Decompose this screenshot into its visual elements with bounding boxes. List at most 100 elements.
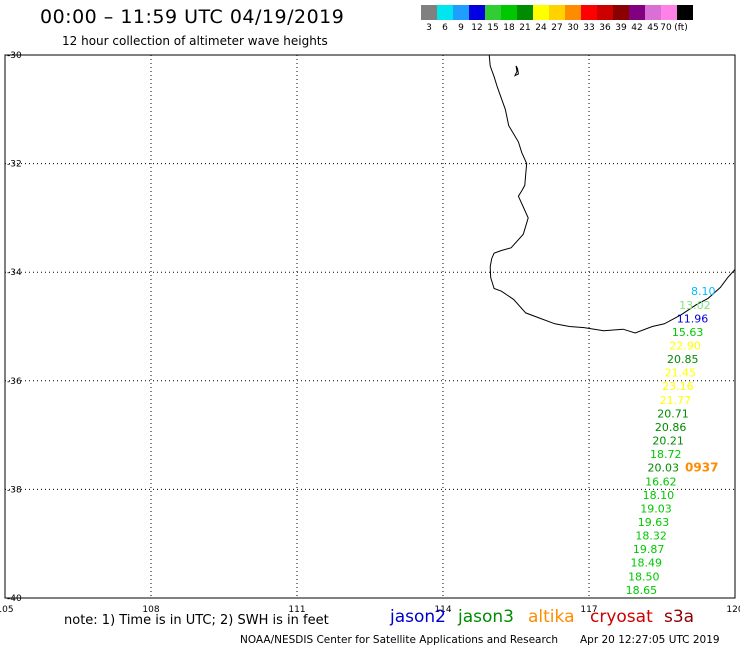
scale-cell: 3 xyxy=(421,5,437,33)
swh-value-label: 20.21 xyxy=(652,435,684,448)
coastline xyxy=(488,54,736,334)
scale-cell: 33 xyxy=(581,5,597,33)
map-title: 00:00 – 11:59 UTC 04/19/2019 xyxy=(40,6,345,28)
scale-cell: 6 xyxy=(437,5,453,33)
graticule xyxy=(4,54,736,599)
lon-tick-label: 108 xyxy=(142,605,159,615)
swh-value-label: 21.77 xyxy=(660,394,692,407)
scale-swatch xyxy=(421,5,437,20)
swh-value-label: 20.03 xyxy=(648,462,680,475)
swh-value-label: 21.45 xyxy=(665,367,697,380)
swh-value-label: 19.87 xyxy=(633,543,665,556)
legend-jason3: jason3 xyxy=(458,607,514,627)
scale-swatch xyxy=(485,5,501,20)
legend-s3a: s3a xyxy=(664,607,695,627)
scale-label: 24 xyxy=(535,23,547,33)
swh-value-label: 8.10 xyxy=(691,285,716,298)
scale-cell: 12 xyxy=(469,5,485,33)
scale-cell: 42 xyxy=(629,5,645,33)
scale-swatch xyxy=(453,5,469,20)
scale-label: 9 xyxy=(458,23,464,33)
scale-cell: 70 xyxy=(660,5,677,33)
generation-timestamp: Apr 20 12:27:05 UTC 2019 xyxy=(580,634,720,646)
island-outline xyxy=(513,65,519,77)
scale-swatch xyxy=(661,5,677,20)
scale-cell: 30 xyxy=(565,5,581,33)
australia-coastline xyxy=(488,54,736,334)
swh-value-label: 20.85 xyxy=(667,353,699,366)
scale-label: 30 xyxy=(567,23,579,33)
swh-value-label: 19.63 xyxy=(638,516,670,529)
scale-swatch xyxy=(677,5,693,20)
scale-swatch xyxy=(581,5,597,20)
scale-label: 3 xyxy=(426,23,432,33)
scale-cell: (ft) xyxy=(674,5,693,33)
swh-value-label: 18.32 xyxy=(635,530,667,543)
swh-value-label: 18.50 xyxy=(628,570,660,583)
scale-swatch xyxy=(645,5,661,20)
lat-tick-label: -34 xyxy=(7,268,22,278)
swh-value-label: 22.90 xyxy=(669,340,701,353)
swh-value-label: 11.96 xyxy=(677,312,709,325)
scale-swatch xyxy=(629,5,645,20)
lon-tick-label: 114 xyxy=(434,605,451,615)
swh-value-label: 18.72 xyxy=(650,448,682,461)
scale-label: 39 xyxy=(615,23,627,33)
legend-altika: altika xyxy=(528,607,575,627)
scale-cell: 27 xyxy=(549,5,565,33)
scale-cell: 24 xyxy=(533,5,549,33)
scale-cell: 45 xyxy=(645,5,661,33)
scale-label: 42 xyxy=(631,23,643,33)
credit-line: NOAA/NESDIS Center for Satellite Applica… xyxy=(240,634,558,646)
scale-label: 21 xyxy=(519,23,531,33)
scale-swatch xyxy=(549,5,565,20)
lat-tick-label: -36 xyxy=(7,377,22,387)
swh-value-label: 18.65 xyxy=(626,584,658,597)
altimeter-track: 8.1013.0211.9615.6322.9020.8521.4523.162… xyxy=(626,285,719,597)
scale-cell: 36 xyxy=(597,5,613,33)
scale-label: 70 xyxy=(660,23,672,33)
swh-value-label: 23.16 xyxy=(662,380,694,393)
lon-tick-label: 120 xyxy=(726,605,740,615)
scale-label: 45 xyxy=(647,23,659,33)
legend-jason2: jason2 xyxy=(390,607,446,627)
lon-tick-label: 111 xyxy=(288,605,305,615)
scale-label: 27 xyxy=(551,23,563,33)
swh-value-label: 20.71 xyxy=(657,407,689,420)
scale-label: 15 xyxy=(487,23,499,33)
scale-swatch xyxy=(613,5,629,20)
lat-tick-label: -30 xyxy=(7,51,22,61)
scale-label: 18 xyxy=(503,23,515,33)
lon-tick-label: 105 xyxy=(0,605,14,615)
axis-ticks: 105 108 111 114 117 120 -30 -32 -34 -36 -38 -40 xyxy=(0,51,740,615)
map-frame xyxy=(4,54,736,599)
swh-value-label: 13.02 xyxy=(679,299,711,312)
lat-tick-label: -40 xyxy=(7,594,22,604)
scale-cell: 39 xyxy=(613,5,629,33)
pass-time-label: 0937 xyxy=(685,461,718,475)
scale-swatch xyxy=(597,5,613,20)
scale-swatch xyxy=(437,5,453,20)
swh-value-label: 20.86 xyxy=(655,421,687,434)
scale-label: 12 xyxy=(471,23,483,33)
swh-value-label: 18.10 xyxy=(643,489,675,502)
swh-value-label: 18.49 xyxy=(631,557,663,570)
units-note: note: 1) Time is in UTC; 2) SWH is in fe… xyxy=(64,613,329,628)
scale-cell: 18 xyxy=(501,5,517,33)
scale-swatch xyxy=(533,5,549,20)
swh-value-label: 15.63 xyxy=(672,326,704,339)
scale-swatch xyxy=(501,5,517,20)
wave-height-color-scale: 3 6 9 12 15 18 21 24 27 30 33 36 39 42 45 70 (ft) xyxy=(421,5,693,33)
scale-cell: 21 xyxy=(517,5,533,33)
legend-cryosat: cryosat xyxy=(590,607,653,627)
lon-tick-label: 117 xyxy=(580,605,597,615)
map-subtitle: 12 hour collection of altimeter wave hei… xyxy=(62,34,328,48)
scale-label: 33 xyxy=(583,23,595,33)
scale-cell: 9 xyxy=(453,5,469,33)
scale-label: 6 xyxy=(442,23,448,33)
scale-label: 36 xyxy=(599,23,611,33)
scale-swatch xyxy=(469,5,485,20)
lat-tick-label: -32 xyxy=(7,160,22,170)
